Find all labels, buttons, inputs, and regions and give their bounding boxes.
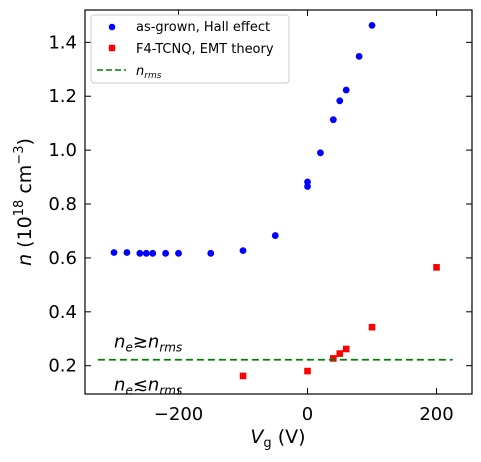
- hall-point: [207, 249, 215, 257]
- hall-point: [317, 149, 324, 157]
- hall-point: [239, 247, 247, 255]
- hall-point: [368, 21, 376, 29]
- legend-label-nrms: nrms: [136, 64, 162, 81]
- hall-point: [123, 249, 131, 256]
- hall-point: [336, 97, 344, 105]
- annotation-above-nrms: ne≳nrms: [114, 331, 182, 354]
- emt-point: [330, 355, 337, 362]
- emt-point: [342, 345, 350, 353]
- annotations: ne≳nrms ne≲nrms: [114, 331, 182, 397]
- y-tick-label: 0.6: [48, 248, 77, 269]
- hall-point: [142, 249, 150, 257]
- y-tick-label: 0.2: [48, 356, 77, 377]
- y-tick-label: 0.4: [48, 302, 77, 323]
- hall-point: [149, 249, 157, 257]
- legend-marker-emt: [108, 44, 116, 52]
- y-tick-label: 0.8: [48, 194, 77, 215]
- x-axis-label: Vg (V): [250, 426, 305, 451]
- y-axis-label: n (1018 cm−3): [12, 138, 36, 266]
- emt-point: [239, 372, 247, 380]
- annotation-below-nrms: ne≲nrms: [114, 375, 182, 398]
- data-series: [97, 21, 453, 380]
- y-tick-label: 1.0: [48, 140, 77, 161]
- legend-box: [90, 14, 290, 84]
- legend: as-grown, Hall effect F4-TCNQ, EMT theor…: [90, 14, 290, 84]
- emt-point: [304, 367, 311, 375]
- y-axis: 0.2 0.4 0.6 0.8 1.0 1.2 1.4: [48, 32, 472, 377]
- hall-point: [355, 52, 363, 60]
- hall-point: [136, 249, 144, 257]
- x-tick-label: −200: [154, 404, 203, 425]
- hall-point: [342, 86, 350, 94]
- emt-point: [336, 350, 344, 357]
- hall-point: [162, 249, 170, 257]
- hall-point: [271, 232, 279, 239]
- legend-label-hall: as-grown, Hall effect: [136, 20, 270, 35]
- hall-point: [110, 249, 118, 256]
- x-tick-label: 0: [302, 404, 313, 425]
- emt-point: [433, 264, 440, 271]
- hall-point: [304, 178, 311, 186]
- x-tick-label: 200: [419, 404, 453, 425]
- legend-label-emt: F4-TCNQ, EMT theory: [136, 42, 274, 57]
- y-tick-label: 1.2: [48, 86, 77, 107]
- emt-point: [368, 323, 376, 331]
- y-tick-label: 1.4: [48, 32, 77, 53]
- hall-point: [175, 249, 182, 257]
- x-axis: −200 0 200: [154, 10, 454, 425]
- hall-point: [329, 116, 337, 124]
- legend-marker-hall: [108, 23, 116, 31]
